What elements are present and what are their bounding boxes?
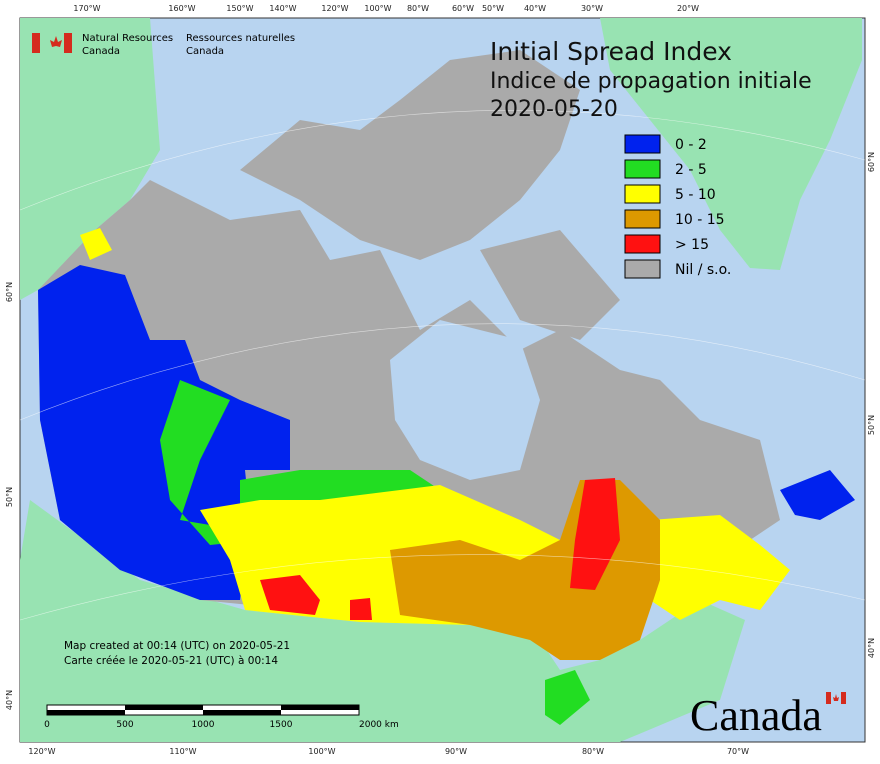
top-label: 50°W — [482, 4, 504, 13]
zone-0-2-nl — [780, 470, 855, 520]
wordmark: Canada — [690, 691, 846, 740]
zone-over-15-b — [350, 598, 372, 620]
flag-bar — [841, 692, 846, 704]
scale-segment — [47, 710, 125, 715]
top-label: 140°W — [269, 4, 296, 13]
graticule-labels: 170°W 160°W 150°W 140°W 120°W 100°W 80°W 60°W 50… — [5, 4, 876, 756]
legend-swatch — [624, 259, 661, 279]
arctic-islands — [240, 50, 580, 260]
scale-segment — [203, 710, 281, 715]
zone-over-15 — [260, 575, 320, 615]
flag-bar — [32, 33, 40, 53]
zone-over-15-qc — [570, 478, 620, 590]
top-label: 120°W — [321, 4, 348, 13]
date: 2020-05-20 — [490, 97, 618, 122]
maple-leaf — [833, 694, 839, 701]
legend-swatch — [624, 184, 661, 204]
legend-swatch — [624, 134, 661, 154]
top-label: 20°W — [677, 4, 699, 13]
right-label: 50°N — [867, 415, 876, 435]
bottom-label: 80°W — [582, 747, 604, 756]
bottom-label: 70°W — [727, 747, 749, 756]
legend-label: 2 - 5 — [675, 162, 707, 178]
bottom-label: 100°W — [308, 747, 335, 756]
top-label: 170°W — [73, 4, 100, 13]
graticule — [19, 110, 866, 621]
zone-5-10-east — [650, 515, 790, 620]
scale-label: 500 — [116, 720, 133, 730]
zone-2-5-on — [545, 670, 590, 725]
note: Map created at 00:14 (UTC) on 2020-05-21 — [64, 640, 290, 652]
legend-swatch — [624, 159, 661, 179]
baffin-island — [480, 230, 620, 340]
legend-label: 10 - 15 — [675, 212, 725, 228]
legend-label: Nil / s.o. — [675, 262, 731, 278]
hudson-bay — [390, 320, 540, 480]
scale-label: 0 — [44, 720, 50, 730]
canada-wordmark: Canada — [690, 691, 822, 740]
bottom-label: 90°W — [445, 747, 467, 756]
title-fr: Indice de propagation initiale — [490, 69, 812, 94]
agency-fr: Canada — [186, 46, 224, 57]
legend-label: 0 - 2 — [675, 137, 707, 153]
bottom-label: 110°W — [169, 747, 196, 756]
scale-label: 1000 — [192, 720, 215, 730]
scale-label: 1500 — [270, 720, 293, 730]
agency-signature: Natural Resources Canada Ressources natu… — [32, 33, 295, 57]
top-label: 30°W — [581, 4, 603, 13]
top-label: 160°W — [168, 4, 195, 13]
flag-bar — [826, 692, 831, 704]
top-label: 150°W — [226, 4, 253, 13]
left-label: 60°N — [5, 282, 14, 302]
maple-leaf — [50, 36, 62, 47]
scale-label: 2000 km — [359, 720, 399, 730]
right-label: 60°N — [867, 152, 876, 172]
map-frame — [19, 17, 866, 743]
bottom-label: 120°W — [28, 747, 55, 756]
title: Initial Spread Index — [490, 37, 732, 66]
zone-5-10-yk — [80, 228, 112, 260]
scale-segment — [125, 705, 203, 710]
agency-fr: Ressources naturelles — [186, 33, 295, 44]
legend-swatch — [624, 209, 661, 229]
legend: 0 - 2 2 - 5 5 - 10 10 - 15 > 15 Nil / s.o. — [624, 134, 731, 279]
legend-label: 5 - 10 — [675, 187, 716, 203]
top-label: 100°W — [364, 4, 391, 13]
right-label: 40°N — [867, 638, 876, 658]
scale-bar: 0 500 1000 1500 2000 km — [44, 704, 399, 730]
note: Carte créée le 2020-05-21 (UTC) à 00:14 — [64, 655, 278, 667]
top-label: 40°W — [524, 4, 546, 13]
legend-label: > 15 — [675, 237, 709, 253]
left-label: 50°N — [5, 487, 14, 507]
left-label: 40°N — [5, 690, 14, 710]
legend-swatch — [624, 234, 661, 254]
top-label: 80°W — [407, 4, 429, 13]
scale-segment — [281, 705, 359, 710]
top-label: 60°W — [452, 4, 474, 13]
agency-en: Canada — [82, 46, 120, 57]
flag-bar — [64, 33, 72, 53]
greenland — [600, 18, 862, 270]
agency-en: Natural Resources — [82, 33, 173, 44]
alaska — [20, 18, 160, 300]
